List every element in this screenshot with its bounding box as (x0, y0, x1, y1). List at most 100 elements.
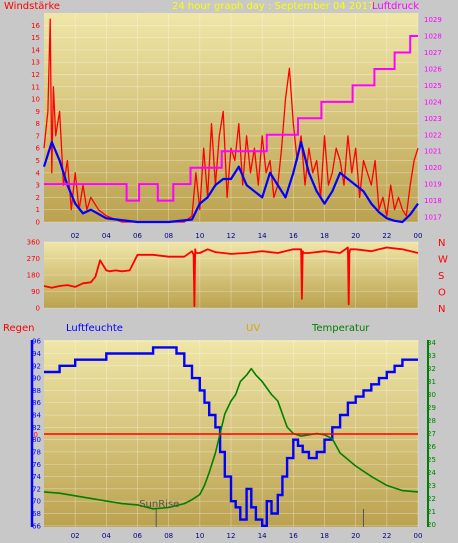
humidity-y-tick-82: 82 (32, 424, 41, 432)
direction-y-tick-90: 90 (31, 288, 40, 296)
wind-x-tick-04: 04 (102, 232, 111, 240)
wind-y-tick-11: 11 (31, 83, 40, 91)
wind-speed-label: Windstärke (4, 1, 60, 12)
rain-zero-tick: 0 (34, 431, 38, 439)
wind-x-tick-08: 08 (164, 232, 173, 240)
sunrise-label: SunRise (139, 499, 179, 510)
temperature-y-tick-22: 22 (427, 495, 436, 503)
temperature-y-tick-27: 27 (427, 430, 436, 438)
temperature-y-tick-25: 25 (427, 456, 436, 464)
humidity-x-tick-04: 04 (102, 532, 111, 540)
wind-direction-line (43, 246, 419, 308)
humidity-y-tick-94: 94 (32, 350, 41, 358)
wind-average-line (42, 141, 419, 224)
temperature-y-tick-21: 21 (427, 508, 436, 516)
page-title: 24 hour graph day : September 04 2017 (172, 1, 374, 12)
wind-x-tick-10: 10 (195, 232, 204, 240)
humidity-y-tick-88: 88 (32, 387, 41, 395)
humidity-label: Luftfeuchte (66, 323, 123, 334)
humidity-y-tick-84: 84 (32, 412, 41, 420)
wind-y-tick-8: 8 (36, 120, 40, 128)
temperature-y-tick-34: 34 (427, 339, 436, 347)
wind-x-tick-16: 16 (289, 232, 298, 240)
humidity-y-tick-70: 70 (32, 498, 41, 506)
direction-y-tick-360: 360 (27, 239, 40, 247)
compass-letter-1: W (438, 255, 448, 266)
wind-y-tick-13: 13 (31, 59, 40, 67)
temperature-y-tick-26: 26 (427, 443, 436, 451)
compass-letter-3: O (438, 288, 446, 299)
temperature-y-tick-23: 23 (427, 482, 436, 490)
humidity-y-tick-66: 66 (32, 522, 41, 530)
wind-y-tick-16: 16 (31, 22, 40, 30)
direction-y-tick-270: 270 (27, 255, 40, 263)
pressure-y-tick-1018: 1018 (424, 197, 442, 205)
pressure-y-tick-1025: 1025 (424, 82, 442, 90)
wind-y-tick-7: 7 (36, 132, 40, 140)
humidity-x-tick-10: 10 (195, 532, 204, 540)
wind-y-tick-4: 4 (36, 169, 41, 177)
wind-y-tick-9: 9 (36, 108, 40, 116)
humidity-y-tick-96: 96 (32, 338, 41, 346)
pressure-y-tick-1021: 1021 (424, 148, 442, 156)
humidity-x-tick-16: 16 (289, 532, 298, 540)
pressure-y-tick-1024: 1024 (424, 98, 442, 106)
wind-y-tick-0: 0 (36, 219, 40, 227)
rain-label: Regen (3, 323, 35, 334)
temperature-y-tick-30: 30 (427, 391, 436, 399)
wind-x-tick-12: 12 (227, 232, 236, 240)
humidity-y-tick-68: 68 (32, 510, 41, 518)
humidity-x-tick-00: 00 (414, 532, 423, 540)
humidity-y-tick-74: 74 (32, 473, 41, 481)
humidity-x-tick-18: 18 (320, 532, 329, 540)
wind-x-tick-02: 02 (71, 232, 80, 240)
direction-y-tick-180: 180 (27, 272, 40, 280)
temperature-y-tick-28: 28 (427, 417, 436, 425)
temperature-label: Temperatur (311, 323, 370, 334)
pressure-y-tick-1028: 1028 (424, 33, 442, 41)
humidity-y-tick-92: 92 (32, 362, 41, 370)
wind-y-tick-2: 2 (36, 194, 40, 202)
wind-y-tick-12: 12 (31, 71, 40, 79)
temperature-y-tick-32: 32 (427, 365, 436, 373)
uv-label: UV (246, 323, 260, 334)
pressure-y-tick-1020: 1020 (424, 164, 442, 172)
wind-x-tick-06: 06 (133, 232, 142, 240)
humidity-x-tick-06: 06 (133, 532, 142, 540)
temperature-line (43, 367, 419, 510)
pressure-y-tick-1019: 1019 (424, 181, 442, 189)
wind-x-tick-14: 14 (258, 232, 267, 240)
compass-letter-2: S (438, 271, 444, 282)
pressure-y-tick-1029: 1029 (424, 16, 442, 24)
temperature-y-tick-33: 33 (427, 352, 436, 360)
compass-letter-0: N (438, 238, 445, 249)
humidity-y-tick-80: 80 (32, 436, 41, 444)
humidity-y-tick-78: 78 (32, 448, 41, 456)
pressure-y-tick-1023: 1023 (424, 115, 442, 123)
direction-y-tick-0: 0 (36, 305, 40, 313)
temperature-y-tick-29: 29 (427, 404, 436, 412)
pressure-label: Luftdruck (372, 1, 419, 12)
pressure-y-tick-1027: 1027 (424, 49, 442, 57)
humidity-x-tick-02: 02 (71, 532, 80, 540)
temperature-y-tick-20: 20 (427, 521, 436, 529)
wind-x-tick-00: 00 (414, 232, 423, 240)
humidity-x-tick-14: 14 (258, 532, 267, 540)
humidity-y-tick-86: 86 (32, 399, 41, 407)
humidity-y-tick-72: 72 (32, 485, 41, 493)
wind-plot-area (44, 13, 418, 222)
wind-x-tick-18: 18 (320, 232, 329, 240)
wind-y-tick-6: 6 (36, 145, 41, 153)
compass-letter-4: N (438, 304, 445, 315)
wind-x-tick-20: 20 (351, 232, 360, 240)
pressure-line (44, 35, 418, 202)
humidity-x-tick-22: 22 (382, 532, 391, 540)
humidity-x-tick-20: 20 (351, 532, 360, 540)
temperature-y-tick-24: 24 (427, 469, 436, 477)
wind-y-tick-10: 10 (31, 96, 40, 104)
wind-y-tick-14: 14 (31, 46, 40, 54)
pressure-y-tick-1026: 1026 (424, 65, 442, 73)
wind-y-tick-1: 1 (36, 206, 40, 214)
humidity-x-tick-12: 12 (227, 532, 236, 540)
